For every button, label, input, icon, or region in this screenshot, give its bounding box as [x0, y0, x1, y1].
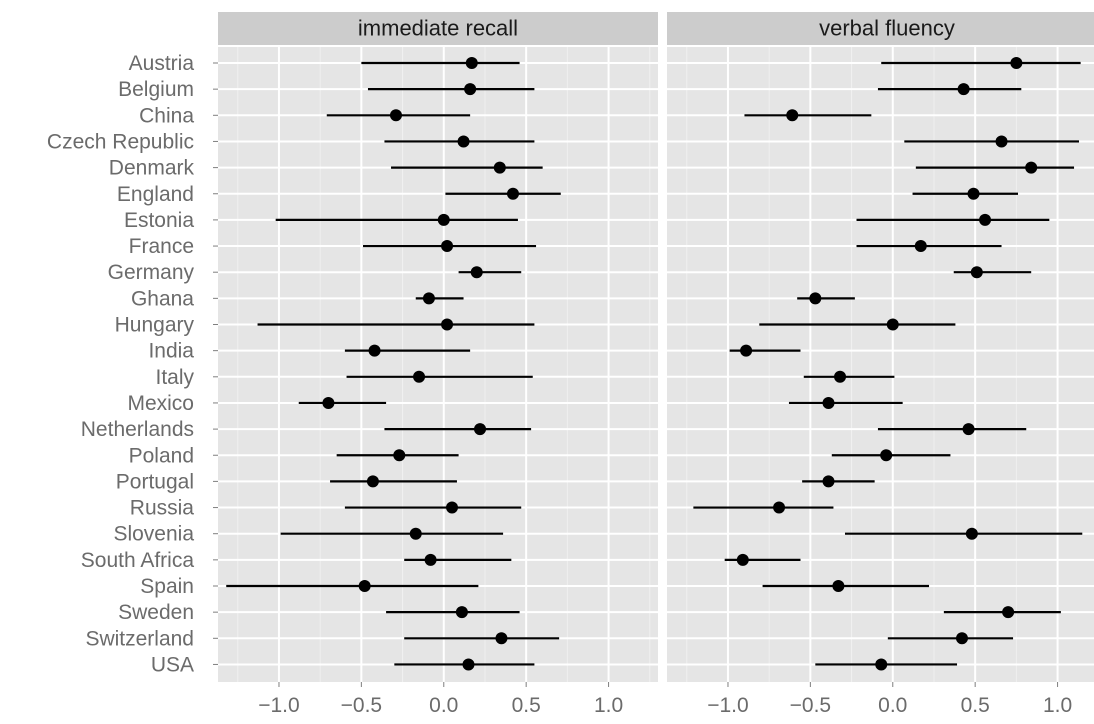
- category-label: Switzerland: [85, 627, 194, 650]
- panels-layer: immediate recall−1.0 −0.5 0.0 0.5 1.0verbal …: [218, 12, 1094, 717]
- estimate-point: [368, 344, 381, 357]
- estimate-point: [970, 266, 983, 279]
- estimate-point: [474, 423, 487, 436]
- estimate-point: [462, 658, 475, 671]
- x-tick-label: −0.5: [341, 694, 382, 717]
- x-tick-label: 1.0: [594, 694, 623, 717]
- category-label: Czech Republic: [47, 130, 194, 153]
- category-label: India: [148, 340, 194, 363]
- estimate-point: [834, 370, 847, 383]
- panel-background: [667, 47, 1094, 682]
- estimate-point: [441, 240, 454, 253]
- estimate-point: [822, 475, 835, 488]
- estimate-point: [914, 240, 927, 253]
- category-label: Germany: [108, 261, 195, 284]
- estimate-point: [366, 475, 379, 488]
- category-label: Russia: [130, 497, 195, 520]
- estimate-point: [809, 292, 822, 305]
- estimate-point: [979, 213, 992, 226]
- estimate-point: [740, 344, 753, 357]
- x-tick-label: 0.0: [878, 694, 907, 717]
- panel-background: [218, 47, 658, 682]
- estimate-point: [470, 266, 483, 279]
- x-tick-label: −0.5: [790, 694, 831, 717]
- category-label: Slovenia: [113, 523, 194, 546]
- estimate-point: [393, 449, 406, 462]
- estimate-point: [322, 396, 335, 409]
- estimate-point: [358, 580, 371, 592]
- estimate-point: [773, 501, 786, 514]
- estimate-point: [886, 318, 899, 331]
- estimate-point: [464, 83, 477, 96]
- estimate-point: [413, 370, 426, 383]
- estimate-point: [822, 396, 835, 409]
- estimate-point: [437, 213, 450, 226]
- estimate-point: [1002, 606, 1015, 619]
- estimate-point: [465, 57, 478, 69]
- facet-strip: [218, 12, 658, 45]
- estimate-point: [967, 187, 980, 200]
- estimate-point: [495, 632, 508, 645]
- category-label: Netherlands: [81, 418, 194, 441]
- category-label: Ghana: [131, 287, 194, 310]
- estimate-point: [786, 109, 799, 122]
- category-label: Sweden: [118, 601, 194, 624]
- estimate-point: [446, 501, 459, 514]
- estimate-point: [965, 527, 978, 540]
- estimate-point: [962, 423, 975, 436]
- x-tick-label: 0.5: [961, 694, 990, 717]
- category-label: Portugal: [116, 470, 194, 493]
- estimate-point: [424, 553, 437, 566]
- estimate-point: [880, 449, 893, 462]
- category-label: Austria: [129, 52, 195, 75]
- estimate-point: [1010, 57, 1023, 69]
- facet-panel: immediate recall −1.0 −0.5 0.0 0.5 1.0: [218, 12, 658, 717]
- category-axis-labels: Austria Belgium China Czech Republic Denmark…: [47, 52, 218, 676]
- facet-title: immediate recall: [358, 16, 518, 41]
- x-tick-label: 0.0: [429, 694, 458, 717]
- estimate-point: [832, 580, 845, 592]
- category-label: South Africa: [81, 549, 195, 572]
- estimate-point: [506, 187, 519, 200]
- category-label: Spain: [140, 575, 194, 598]
- x-tick-label: −1.0: [258, 694, 299, 717]
- category-label: Hungary: [115, 314, 195, 337]
- category-label: England: [117, 183, 194, 206]
- facet-strip: [667, 12, 1094, 45]
- estimate-point: [455, 606, 468, 619]
- estimate-point: [995, 135, 1008, 148]
- facet-title: verbal fluency: [819, 16, 955, 41]
- category-label: Mexico: [127, 392, 194, 415]
- category-label: Denmark: [109, 157, 195, 180]
- category-label: Poland: [129, 444, 194, 467]
- category-label: Italy: [155, 366, 194, 389]
- estimate-point: [389, 109, 402, 122]
- category-label: USA: [151, 653, 194, 676]
- x-tick-label: −1.0: [707, 694, 748, 717]
- estimate-point: [955, 632, 968, 645]
- estimate-point: [957, 83, 970, 96]
- estimate-point: [441, 318, 454, 331]
- facet-panel: verbal fluency −1.0 −0.5 0.0 0.5 1.0: [667, 12, 1094, 717]
- x-tick-label: 1.0: [1043, 694, 1072, 717]
- estimate-point: [736, 553, 749, 566]
- category-label: Belgium: [118, 78, 194, 101]
- estimate-point: [409, 527, 422, 540]
- estimate-point: [493, 161, 506, 174]
- estimate-point: [457, 135, 470, 148]
- x-tick-label: 0.5: [512, 694, 541, 717]
- category-label: China: [139, 104, 194, 127]
- category-label: France: [129, 235, 194, 258]
- estimate-point: [875, 658, 888, 671]
- category-label: Estonia: [124, 209, 194, 232]
- estimate-point: [1025, 161, 1038, 174]
- estimate-point: [422, 292, 435, 305]
